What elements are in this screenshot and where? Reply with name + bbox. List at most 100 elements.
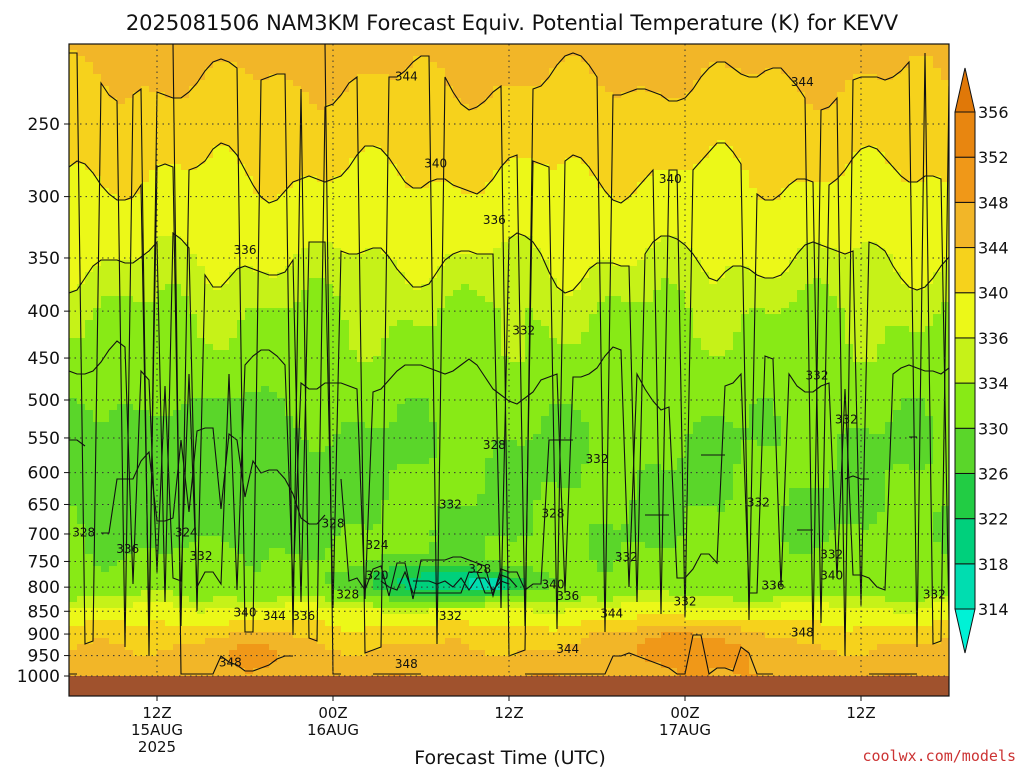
field-cell bbox=[605, 254, 614, 261]
field-cell bbox=[325, 290, 334, 297]
field-cell bbox=[101, 140, 110, 147]
field-cell bbox=[645, 92, 654, 99]
field-cell bbox=[757, 158, 766, 165]
field-cell bbox=[701, 104, 710, 111]
field-cell bbox=[501, 104, 510, 111]
field-cell bbox=[901, 116, 910, 123]
field-cell bbox=[285, 98, 294, 105]
field-cell bbox=[565, 284, 574, 291]
field-cell bbox=[405, 98, 414, 105]
field-cell bbox=[805, 212, 814, 219]
field-cell bbox=[837, 122, 846, 129]
field-cell bbox=[517, 152, 526, 159]
field-cell bbox=[853, 272, 862, 279]
field-cell bbox=[853, 296, 862, 303]
field-cell bbox=[597, 74, 606, 81]
field-cell bbox=[93, 188, 102, 195]
field-cell bbox=[733, 272, 742, 279]
field-cell bbox=[717, 260, 726, 267]
field-cell bbox=[925, 308, 934, 315]
field-cell bbox=[725, 290, 734, 297]
field-cell bbox=[725, 194, 734, 201]
field-cell bbox=[637, 278, 646, 285]
field-cell bbox=[197, 140, 206, 147]
field-cell bbox=[317, 116, 326, 123]
field-cell bbox=[253, 56, 262, 63]
field-cell bbox=[261, 248, 270, 255]
field-cell bbox=[525, 104, 534, 111]
field-cell bbox=[789, 200, 798, 207]
field-cell bbox=[453, 74, 462, 81]
field-cell bbox=[749, 290, 758, 297]
field-cell bbox=[157, 128, 166, 135]
field-cell bbox=[189, 308, 198, 315]
field-cell bbox=[349, 164, 358, 171]
field-cell bbox=[917, 278, 926, 285]
field-cell bbox=[77, 230, 86, 237]
field-cell bbox=[941, 74, 949, 81]
field-cell bbox=[933, 68, 942, 75]
field-cell bbox=[869, 110, 878, 117]
field-cell bbox=[789, 278, 798, 285]
field-cell bbox=[301, 92, 310, 99]
field-cell bbox=[453, 218, 462, 225]
field-cell bbox=[605, 284, 614, 291]
field-cell bbox=[861, 134, 870, 141]
field-cell bbox=[613, 236, 622, 243]
field-cell bbox=[917, 260, 926, 267]
field-cell bbox=[357, 314, 366, 321]
field-cell bbox=[389, 296, 398, 303]
field-cell bbox=[805, 146, 814, 153]
field-cell bbox=[509, 308, 518, 315]
field-cell bbox=[437, 206, 446, 213]
field-cell bbox=[901, 56, 910, 63]
field-cell bbox=[365, 170, 374, 177]
field-cell bbox=[877, 56, 886, 63]
field-cell bbox=[493, 98, 502, 105]
field-cell bbox=[581, 128, 590, 135]
field-cell bbox=[381, 176, 390, 183]
field-cell bbox=[797, 110, 806, 117]
field-cell bbox=[909, 164, 918, 171]
field-cell bbox=[229, 230, 238, 237]
field-cell bbox=[141, 230, 150, 237]
field-cell bbox=[581, 182, 590, 189]
field-cell bbox=[461, 50, 470, 57]
field-cell bbox=[341, 242, 350, 249]
field-cell bbox=[709, 188, 718, 195]
field-cell bbox=[693, 92, 702, 99]
field-cell bbox=[789, 218, 798, 225]
field-cell bbox=[453, 62, 462, 69]
field-cell bbox=[717, 290, 726, 297]
field-cell bbox=[461, 134, 470, 141]
field-cell bbox=[733, 116, 742, 123]
field-cell bbox=[77, 266, 86, 273]
field-cell bbox=[525, 272, 534, 279]
field-cell bbox=[845, 86, 854, 93]
field-cell bbox=[941, 140, 949, 147]
field-cell bbox=[445, 230, 454, 237]
field-cell bbox=[389, 158, 398, 165]
field-cell bbox=[173, 128, 182, 135]
field-cell bbox=[789, 188, 798, 195]
field-cell bbox=[829, 134, 838, 141]
field-cell bbox=[469, 176, 478, 183]
field-cell bbox=[325, 104, 334, 111]
field-cell bbox=[861, 104, 870, 111]
field-cell bbox=[749, 254, 758, 261]
field-cell bbox=[477, 140, 486, 147]
field-cell bbox=[309, 86, 318, 93]
field-cell bbox=[733, 302, 742, 309]
field-cell bbox=[141, 44, 150, 51]
field-cell bbox=[469, 152, 478, 159]
field-cell bbox=[909, 218, 918, 225]
field-cell bbox=[693, 110, 702, 117]
field-cell bbox=[453, 200, 462, 207]
field-cell bbox=[813, 134, 822, 141]
field-cell bbox=[637, 302, 646, 309]
field-cell bbox=[869, 266, 878, 273]
field-cell bbox=[205, 224, 214, 231]
field-cell bbox=[909, 140, 918, 147]
field-cell bbox=[469, 242, 478, 249]
field-cell bbox=[213, 260, 222, 267]
